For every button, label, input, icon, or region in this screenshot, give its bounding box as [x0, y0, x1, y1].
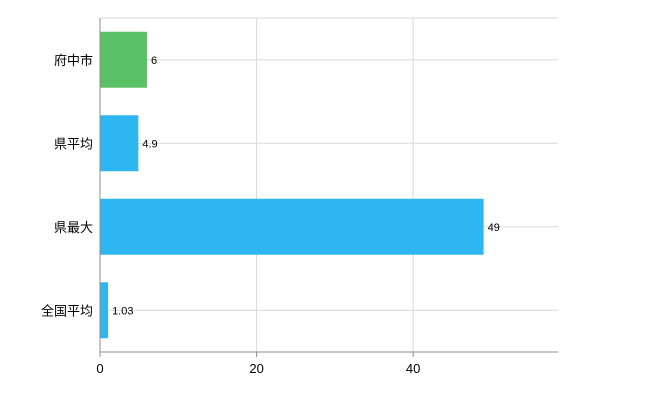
bar [100, 198, 484, 255]
x-tick-label: 40 [406, 361, 420, 376]
category-label: 府中市 [54, 53, 93, 68]
category-label: 県平均 [54, 136, 93, 151]
category-label: 全国平均 [41, 303, 93, 318]
bar-value-label: 1.03 [112, 305, 133, 317]
x-tick-label: 20 [249, 361, 263, 376]
bar [100, 31, 147, 88]
bar-value-label: 4.9 [142, 138, 157, 150]
bar [100, 115, 139, 172]
bar [100, 282, 109, 339]
category-label: 県最大 [54, 220, 93, 235]
bar-value-label: 49 [488, 222, 500, 234]
bar-value-label: 6 [151, 55, 157, 67]
x-tick-label: 0 [96, 361, 103, 376]
